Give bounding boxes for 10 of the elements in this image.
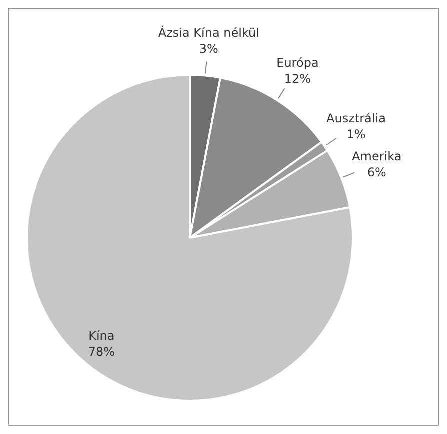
slice-label: Európa	[276, 56, 319, 70]
data-label: 3%	[199, 42, 218, 56]
slice-label: Kína	[88, 328, 115, 343]
data-label: 1%	[346, 127, 366, 142]
slice-label: Ázsia Kína nélkül	[158, 25, 260, 40]
data-label: 6%	[367, 166, 386, 180]
slice-label: Amerika	[352, 150, 402, 164]
data-label: 78%	[88, 344, 116, 359]
data-label: 12%	[284, 72, 312, 86]
slice-label: Ausztrália	[326, 111, 386, 126]
